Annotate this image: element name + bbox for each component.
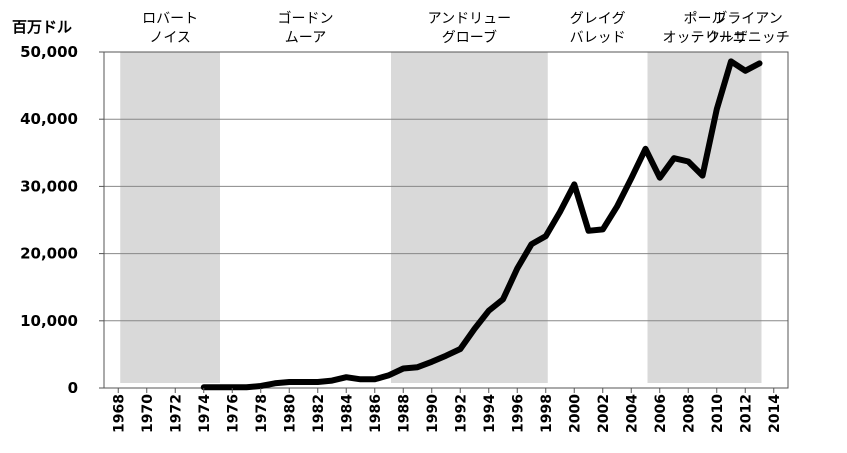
era-label-line2: グローブ	[442, 29, 497, 46]
y-tick-label: 40,000	[20, 110, 78, 128]
plot-area-frame	[103, 51, 789, 389]
x-tick-label: 1978	[254, 394, 270, 433]
y-tick-label: 30,000	[20, 177, 78, 195]
x-tick-label: 2000	[567, 394, 583, 433]
y-unit-label: 百万ドル	[12, 18, 72, 36]
era-label-line1: ゴードン	[278, 10, 334, 27]
era-label-line1: ポール	[684, 11, 726, 27]
era-band-0	[120, 52, 220, 383]
era-bands	[120, 52, 762, 383]
x-tick-label: 1972	[168, 394, 184, 433]
era-label-line1: ブライアン	[713, 10, 782, 27]
x-tick-label: 1998	[539, 394, 555, 433]
era-label-line2: ノイス	[149, 30, 191, 46]
x-tick-label: 2010	[710, 394, 726, 433]
x-tick-label: 1982	[311, 394, 327, 433]
series-layer	[200, 58, 763, 391]
x-tick-label: 2008	[681, 394, 697, 433]
series-line-0	[200, 58, 763, 391]
era-band-2	[391, 52, 548, 383]
era-label-line1: ロバート	[142, 11, 198, 27]
x-tick-label: 1968	[111, 394, 127, 433]
era-label-line1: アンドリュー	[428, 11, 511, 27]
y-axis-ticks: 0 10,000 20,000 30,000 40,000 50,000	[20, 43, 104, 397]
y-tick-label: 0	[68, 379, 78, 397]
x-tick-label: 2002	[596, 394, 612, 433]
era-band-4	[647, 52, 762, 383]
x-tick-label: 1980	[282, 394, 298, 433]
era-label-line2: バレッド	[570, 30, 626, 46]
y-tick-label: 10,000	[20, 312, 78, 330]
era-label-line2: クルザニッチ	[706, 30, 790, 46]
x-tick-label: 1990	[425, 394, 441, 433]
x-tick-label: 1974	[197, 394, 213, 433]
x-tick-label: 1996	[510, 394, 526, 433]
x-tick-label: 1988	[396, 394, 412, 433]
x-tick-label: 1970	[140, 394, 156, 433]
x-tick-label: 1992	[453, 394, 469, 433]
era-label-line1: グレイグ	[570, 11, 626, 27]
x-tick-label: 2012	[738, 394, 754, 433]
y-tick-label: 20,000	[20, 245, 78, 263]
x-tick-label: 2006	[653, 394, 669, 433]
x-tick-label: 1984	[339, 394, 355, 433]
x-tick-label: 1976	[225, 394, 241, 433]
x-tick-label: 2014	[767, 394, 783, 433]
x-tick-label: 1986	[368, 394, 384, 433]
x-tick-label: 2004	[624, 394, 640, 433]
y-tick-label: 50,000	[20, 43, 78, 61]
x-axis-ticks: 1968 1970 1972 1974 1976 1978 1980 1982 1984 1986…	[111, 388, 783, 433]
era-label-line2: ムーア	[285, 30, 326, 46]
gridlines	[104, 118, 788, 322]
x-tick-label: 1994	[482, 394, 498, 433]
era-label-line2: オッテリーニ	[663, 30, 747, 46]
